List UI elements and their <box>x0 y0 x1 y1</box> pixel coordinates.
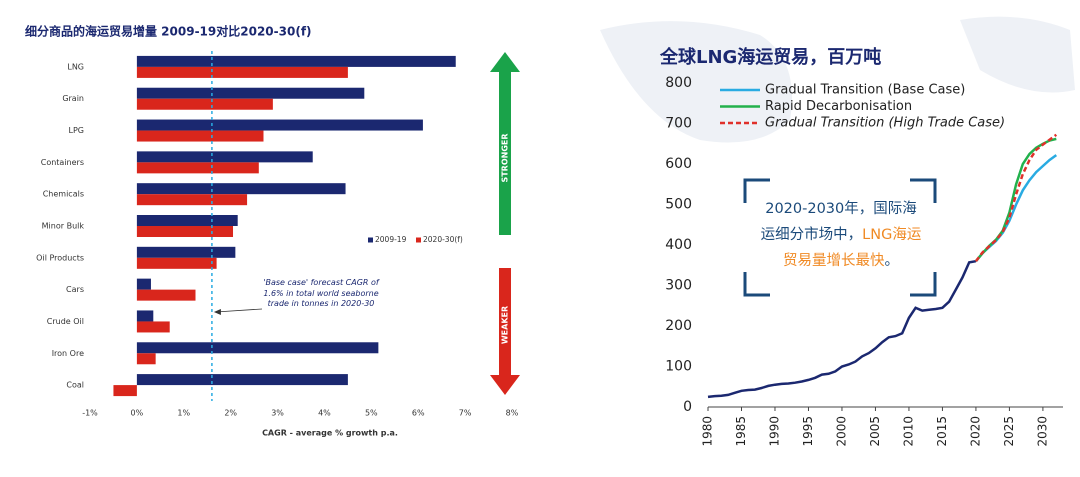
legend-label: Gradual Transition (High Trade Case) <box>765 116 1005 131</box>
line-series <box>974 133 1058 262</box>
y-tick-label: 700 <box>665 116 692 132</box>
line-series <box>974 154 1058 262</box>
bar <box>136 289 196 301</box>
annotation-arrowhead <box>213 309 221 315</box>
bar <box>136 246 236 258</box>
y-tick-label: Minor Bulk <box>42 222 85 231</box>
bar <box>136 183 346 195</box>
line-series <box>974 137 1057 262</box>
x-tick-label: 2010 <box>901 416 915 447</box>
annotation-arrow <box>215 308 263 313</box>
legend-swatch <box>416 237 421 243</box>
map-background <box>600 16 1075 143</box>
y-tick-label: 100 <box>665 359 692 375</box>
bar <box>136 119 423 131</box>
bar <box>136 226 234 237</box>
y-tick-label: Oil Products <box>36 253 84 262</box>
annotation-text: 。 <box>884 253 900 269</box>
x-tick-label: 2015 <box>935 416 949 447</box>
y-tick-label: 500 <box>665 197 692 213</box>
y-tick-label: Coal <box>66 381 84 390</box>
bar <box>136 278 151 290</box>
x-tick-label: 2% <box>224 409 237 418</box>
arrow-label: STRONGER <box>501 133 510 182</box>
bar <box>136 98 273 110</box>
x-tick-label: 2020 <box>968 416 982 447</box>
y-tick-label: 300 <box>665 278 692 294</box>
x-tick-label: 1% <box>177 409 190 418</box>
y-tick-label: Crude Oil <box>47 317 84 326</box>
y-tick-label: LNG <box>67 62 84 71</box>
annotation: 2020-2030年，国际海运细分市场中，LNG海运贸易量增长最快。 <box>760 196 922 274</box>
bar <box>136 162 259 174</box>
bar <box>136 374 348 386</box>
y-tick-label: Iron Ore <box>52 349 84 358</box>
x-tick-label: -1% <box>82 409 98 418</box>
x-tick-label: 2030 <box>1035 416 1049 447</box>
bar <box>136 215 238 226</box>
legend-label: Rapid Decarbonisation <box>765 99 912 114</box>
x-tick-label: 4% <box>318 409 331 418</box>
x-tick-label: 8% <box>506 409 519 418</box>
y-tick-label: 200 <box>665 318 692 334</box>
bar <box>136 66 348 78</box>
y-tick-label: LPG <box>69 126 84 135</box>
bar <box>136 194 248 206</box>
bar <box>136 321 170 333</box>
bar <box>136 257 217 269</box>
x-tick-label: 2000 <box>834 416 848 447</box>
bar <box>136 342 379 354</box>
x-tick-label: 0% <box>131 409 144 418</box>
y-tick-label: Cars <box>66 285 84 294</box>
bar <box>136 310 154 322</box>
arrow-down <box>490 268 520 395</box>
annotation-text: 2020-2030年，国际海运细分市场中， <box>760 201 917 243</box>
x-tick-label: 1990 <box>767 416 781 447</box>
legend-swatch <box>368 237 373 243</box>
legend-label: 2009-19 <box>375 235 407 244</box>
bar <box>136 353 156 365</box>
line-series <box>707 259 977 399</box>
chart-title: 细分商品的海运贸易增量 2009-19对比2020-30(f) <box>25 24 312 39</box>
x-tick-label: 1985 <box>734 416 748 447</box>
y-tick-label: 800 <box>665 75 692 91</box>
y-tick-label: Chemicals <box>43 190 84 199</box>
y-tick-label: 0 <box>683 399 692 415</box>
x-tick-label: 2005 <box>868 416 882 447</box>
bar <box>113 385 137 397</box>
arrow-label: WEAKER <box>501 306 510 344</box>
annotation-box: 2020-2030年，国际海运细分市场中，LNG海运贸易量增长最快。 <box>760 196 922 274</box>
x-tick-label: 2025 <box>1002 416 1016 447</box>
bar <box>136 130 264 142</box>
bar <box>136 55 456 67</box>
x-tick-label: 5% <box>365 409 378 418</box>
annotation-box: 'Base case' forecast CAGR of 1.6% in tot… <box>263 278 379 308</box>
chart-title: 全球LNG海运贸易，百万吨 <box>659 46 881 68</box>
legend-label: 2020-30(f) <box>423 235 463 244</box>
x-tick-label: 1980 <box>701 416 715 447</box>
x-tick-label: 6% <box>412 409 425 418</box>
x-tick-label: 1995 <box>801 416 815 447</box>
x-axis-label: CAGR - average % growth p.a. <box>262 429 398 438</box>
y-tick-label: 400 <box>665 237 692 253</box>
annotation-text: LNG海运贸易量增长最快 <box>783 227 922 269</box>
y-tick-label: Grain <box>62 94 84 103</box>
bar <box>136 87 365 99</box>
x-tick-label: 7% <box>459 409 472 418</box>
bar <box>136 151 313 163</box>
annotation-bracket <box>743 178 937 297</box>
annotation: 'Base case' forecast CAGR of 1.6% in tot… <box>263 278 379 308</box>
arrow-up <box>490 52 520 235</box>
y-tick-label: Containers <box>41 158 84 167</box>
y-tick-label: 600 <box>665 156 692 172</box>
legend-label: Gradual Transition (Base Case) <box>765 83 965 98</box>
x-tick-label: 3% <box>271 409 284 418</box>
